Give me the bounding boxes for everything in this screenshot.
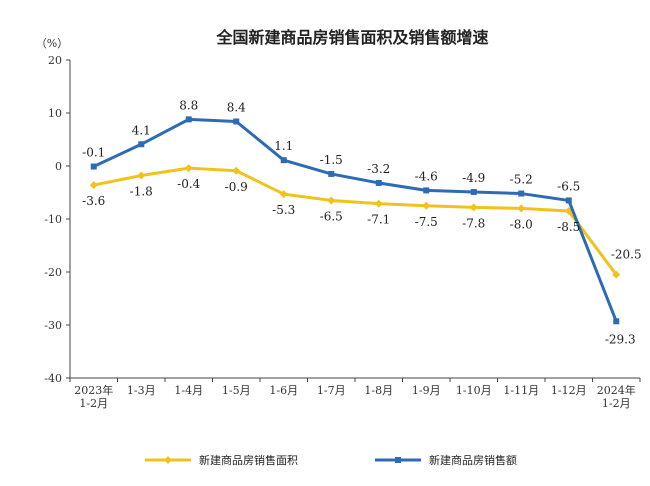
- point-marker: [89, 181, 98, 190]
- x-tick-label: 1-7月: [317, 384, 346, 397]
- point-marker: [565, 197, 572, 204]
- x-tick-label: 1-3月: [127, 384, 156, 397]
- data-labels: -0.1 4.1 8.8 8.4 1.1 -1.5 -3.2 -4.6 -4.9 -5.2 -6.5…: [82, 98, 641, 346]
- point-marker: [469, 203, 478, 212]
- y-tick-label: 10: [48, 107, 62, 120]
- point-marker: [280, 157, 287, 164]
- point-marker: [232, 166, 241, 175]
- data-label: -6.5: [557, 179, 580, 193]
- point-marker: [612, 270, 621, 279]
- series-line-1: [93, 117, 618, 322]
- data-label: -4.9: [462, 171, 485, 185]
- x-tick-label: 1-6月: [269, 384, 298, 397]
- legend-marker: [164, 456, 172, 464]
- x-tick-label: 1-8月: [364, 384, 393, 397]
- y-tick-label: -10: [44, 213, 62, 226]
- point-marker: [422, 201, 431, 210]
- data-label: -1.8: [130, 185, 153, 199]
- data-label: -5.2: [510, 173, 533, 187]
- data-label: -4.6: [415, 169, 438, 183]
- point-marker: [375, 179, 382, 186]
- data-label: 4.1: [132, 123, 151, 137]
- point-marker: [137, 171, 146, 180]
- data-label: -20.5: [611, 248, 642, 262]
- data-label: -0.4: [177, 177, 201, 191]
- point-marker: [279, 190, 288, 199]
- point-marker: [138, 141, 145, 148]
- data-label: -7.8: [462, 216, 485, 230]
- legend-marker: [395, 457, 401, 463]
- x-tick-label: 1-4月: [174, 384, 203, 397]
- point-marker: [470, 188, 477, 195]
- point-marker: [184, 164, 193, 173]
- y-tick-label: 0: [55, 160, 62, 173]
- x-tick-label: 1-10月: [456, 384, 492, 397]
- point-marker: [185, 116, 192, 123]
- data-label: -7.5: [415, 215, 438, 229]
- y-tick-label: -40: [44, 372, 62, 385]
- data-label: -8.0: [510, 217, 533, 231]
- data-label: -3.2: [367, 162, 390, 176]
- data-label: -5.3: [272, 203, 295, 217]
- x-tick-label: 2023年 1-2月: [74, 383, 113, 410]
- data-label: 1.1: [274, 139, 293, 153]
- data-label: -1.5: [320, 153, 343, 167]
- legend-label: 新建商品房销售额: [429, 453, 517, 467]
- x-tick-label: 1-12月: [551, 384, 587, 397]
- data-label: 8.8: [179, 98, 198, 112]
- axes: 20 10 0 -10 -20 -30 -40 2023年 1-2月 1-3月 1-4月 1-5月 1-…: [44, 54, 641, 410]
- data-label: -0.9: [225, 180, 248, 194]
- legend-label: 新建商品房销售面积: [199, 453, 298, 467]
- legend: 新建商品房销售面积 新建商品房销售额: [145, 453, 517, 467]
- point-marker: [517, 204, 526, 213]
- x-tick-label: 1-5月: [222, 384, 251, 397]
- point-marker: [233, 118, 240, 125]
- series-line-0: [93, 166, 618, 276]
- chart-title: 全国新建商品房销售面积及销售额增速: [216, 28, 489, 47]
- x-tick-label: 2024年 1-2月: [597, 383, 636, 410]
- point-marker: [90, 163, 97, 170]
- data-label: -29.3: [605, 332, 636, 346]
- series-lines: [89, 116, 621, 325]
- point-marker: [374, 199, 383, 208]
- data-label: 8.4: [227, 100, 246, 114]
- y-tick-label: -30: [44, 319, 62, 332]
- point-marker: [423, 187, 430, 194]
- data-label: -0.1: [82, 146, 105, 160]
- x-tick-label: 1-11月: [503, 384, 539, 397]
- point-marker: [328, 170, 335, 177]
- data-label: -6.5: [320, 209, 343, 223]
- data-label: -7.1: [367, 213, 390, 227]
- y-tick-label: 20: [48, 54, 62, 67]
- data-label: -8.5: [557, 220, 580, 234]
- data-label: -3.6: [82, 194, 105, 208]
- x-tick-label: 1-9月: [412, 384, 441, 397]
- y-unit-label: （%）: [36, 37, 68, 50]
- y-tick-label: -20: [44, 266, 62, 279]
- point-marker: [613, 318, 620, 325]
- point-marker: [327, 196, 336, 205]
- point-marker: [518, 190, 525, 197]
